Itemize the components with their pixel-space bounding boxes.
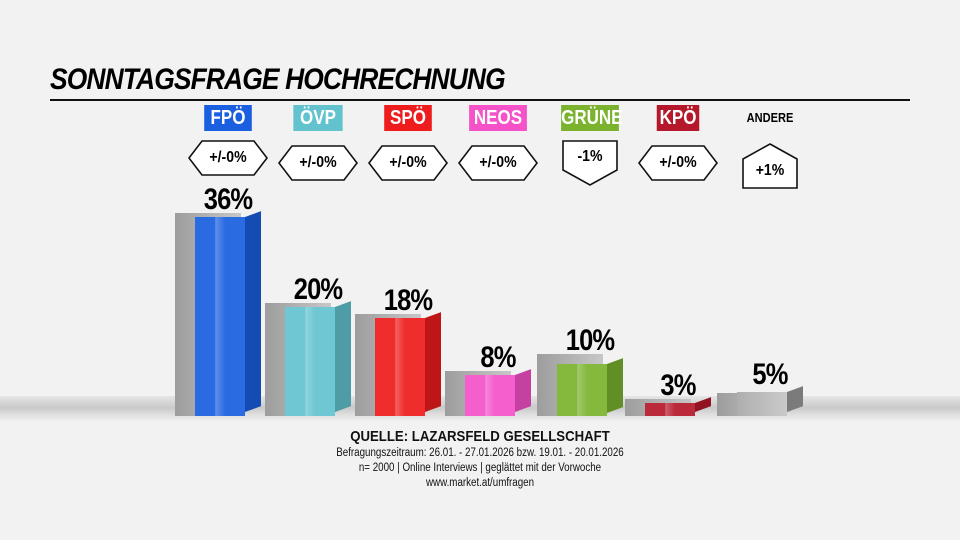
change-label: +/-0% — [389, 154, 427, 171]
bar-current — [375, 318, 425, 416]
source-title: QUELLE: LAZARSFELD GESELLSCHAFT — [350, 428, 610, 445]
change-indicator: +/-0% — [188, 140, 268, 176]
party-badge: SPÖ — [384, 105, 432, 131]
party-badge: ANDERE — [746, 110, 794, 125]
change-label: +/-0% — [479, 154, 517, 171]
change-indicator: +1% — [742, 143, 798, 189]
title-rule — [50, 99, 910, 101]
value-label: 10% — [565, 323, 615, 357]
party-badge: NEOS — [469, 105, 527, 131]
party-badge: ÖVP — [293, 105, 343, 131]
source-url: www.market.at/umfragen — [425, 477, 535, 489]
bar-current — [737, 391, 787, 416]
change-label: +1% — [755, 162, 785, 179]
value-label: 20% — [293, 273, 343, 306]
change-indicator: +/-0% — [638, 145, 718, 181]
party-badge: GRÜNE — [561, 105, 623, 131]
bar-side — [245, 210, 261, 412]
bar-side — [425, 312, 441, 412]
bar-current — [645, 403, 695, 416]
value-label: 5% — [752, 357, 788, 391]
page-title: SONNTAGSFRAGE HOCHRECHNUNG — [50, 63, 506, 96]
party-badge: FPÖ — [204, 105, 252, 131]
party-badge: KPÖ — [656, 105, 700, 131]
change-label: -1% — [577, 148, 603, 165]
bar-side — [607, 357, 623, 412]
value-label: 36% — [203, 182, 253, 216]
bar-side — [515, 368, 531, 412]
bar-current — [465, 374, 515, 416]
change-indicator: +/-0% — [458, 145, 538, 181]
change-indicator: +/-0% — [368, 145, 448, 181]
value-label: 18% — [383, 284, 433, 318]
value-label: 8% — [480, 340, 516, 374]
bar-side — [335, 301, 351, 412]
bar-current — [557, 363, 607, 416]
source-sample: n= 2000 | Online Interviews | geglättet … — [358, 462, 602, 474]
change-label: +/-0% — [659, 154, 697, 171]
change-indicator: -1% — [562, 140, 618, 186]
change-label: +/-0% — [209, 149, 247, 166]
change-indicator: +/-0% — [278, 145, 358, 181]
value-label: 3% — [660, 369, 696, 403]
change-label: +/-0% — [299, 154, 337, 171]
bar-current — [285, 307, 335, 416]
source-period: Befragungszeitraum: 26.01. - 27.01.2026 … — [336, 447, 624, 459]
bar-current — [195, 216, 245, 416]
